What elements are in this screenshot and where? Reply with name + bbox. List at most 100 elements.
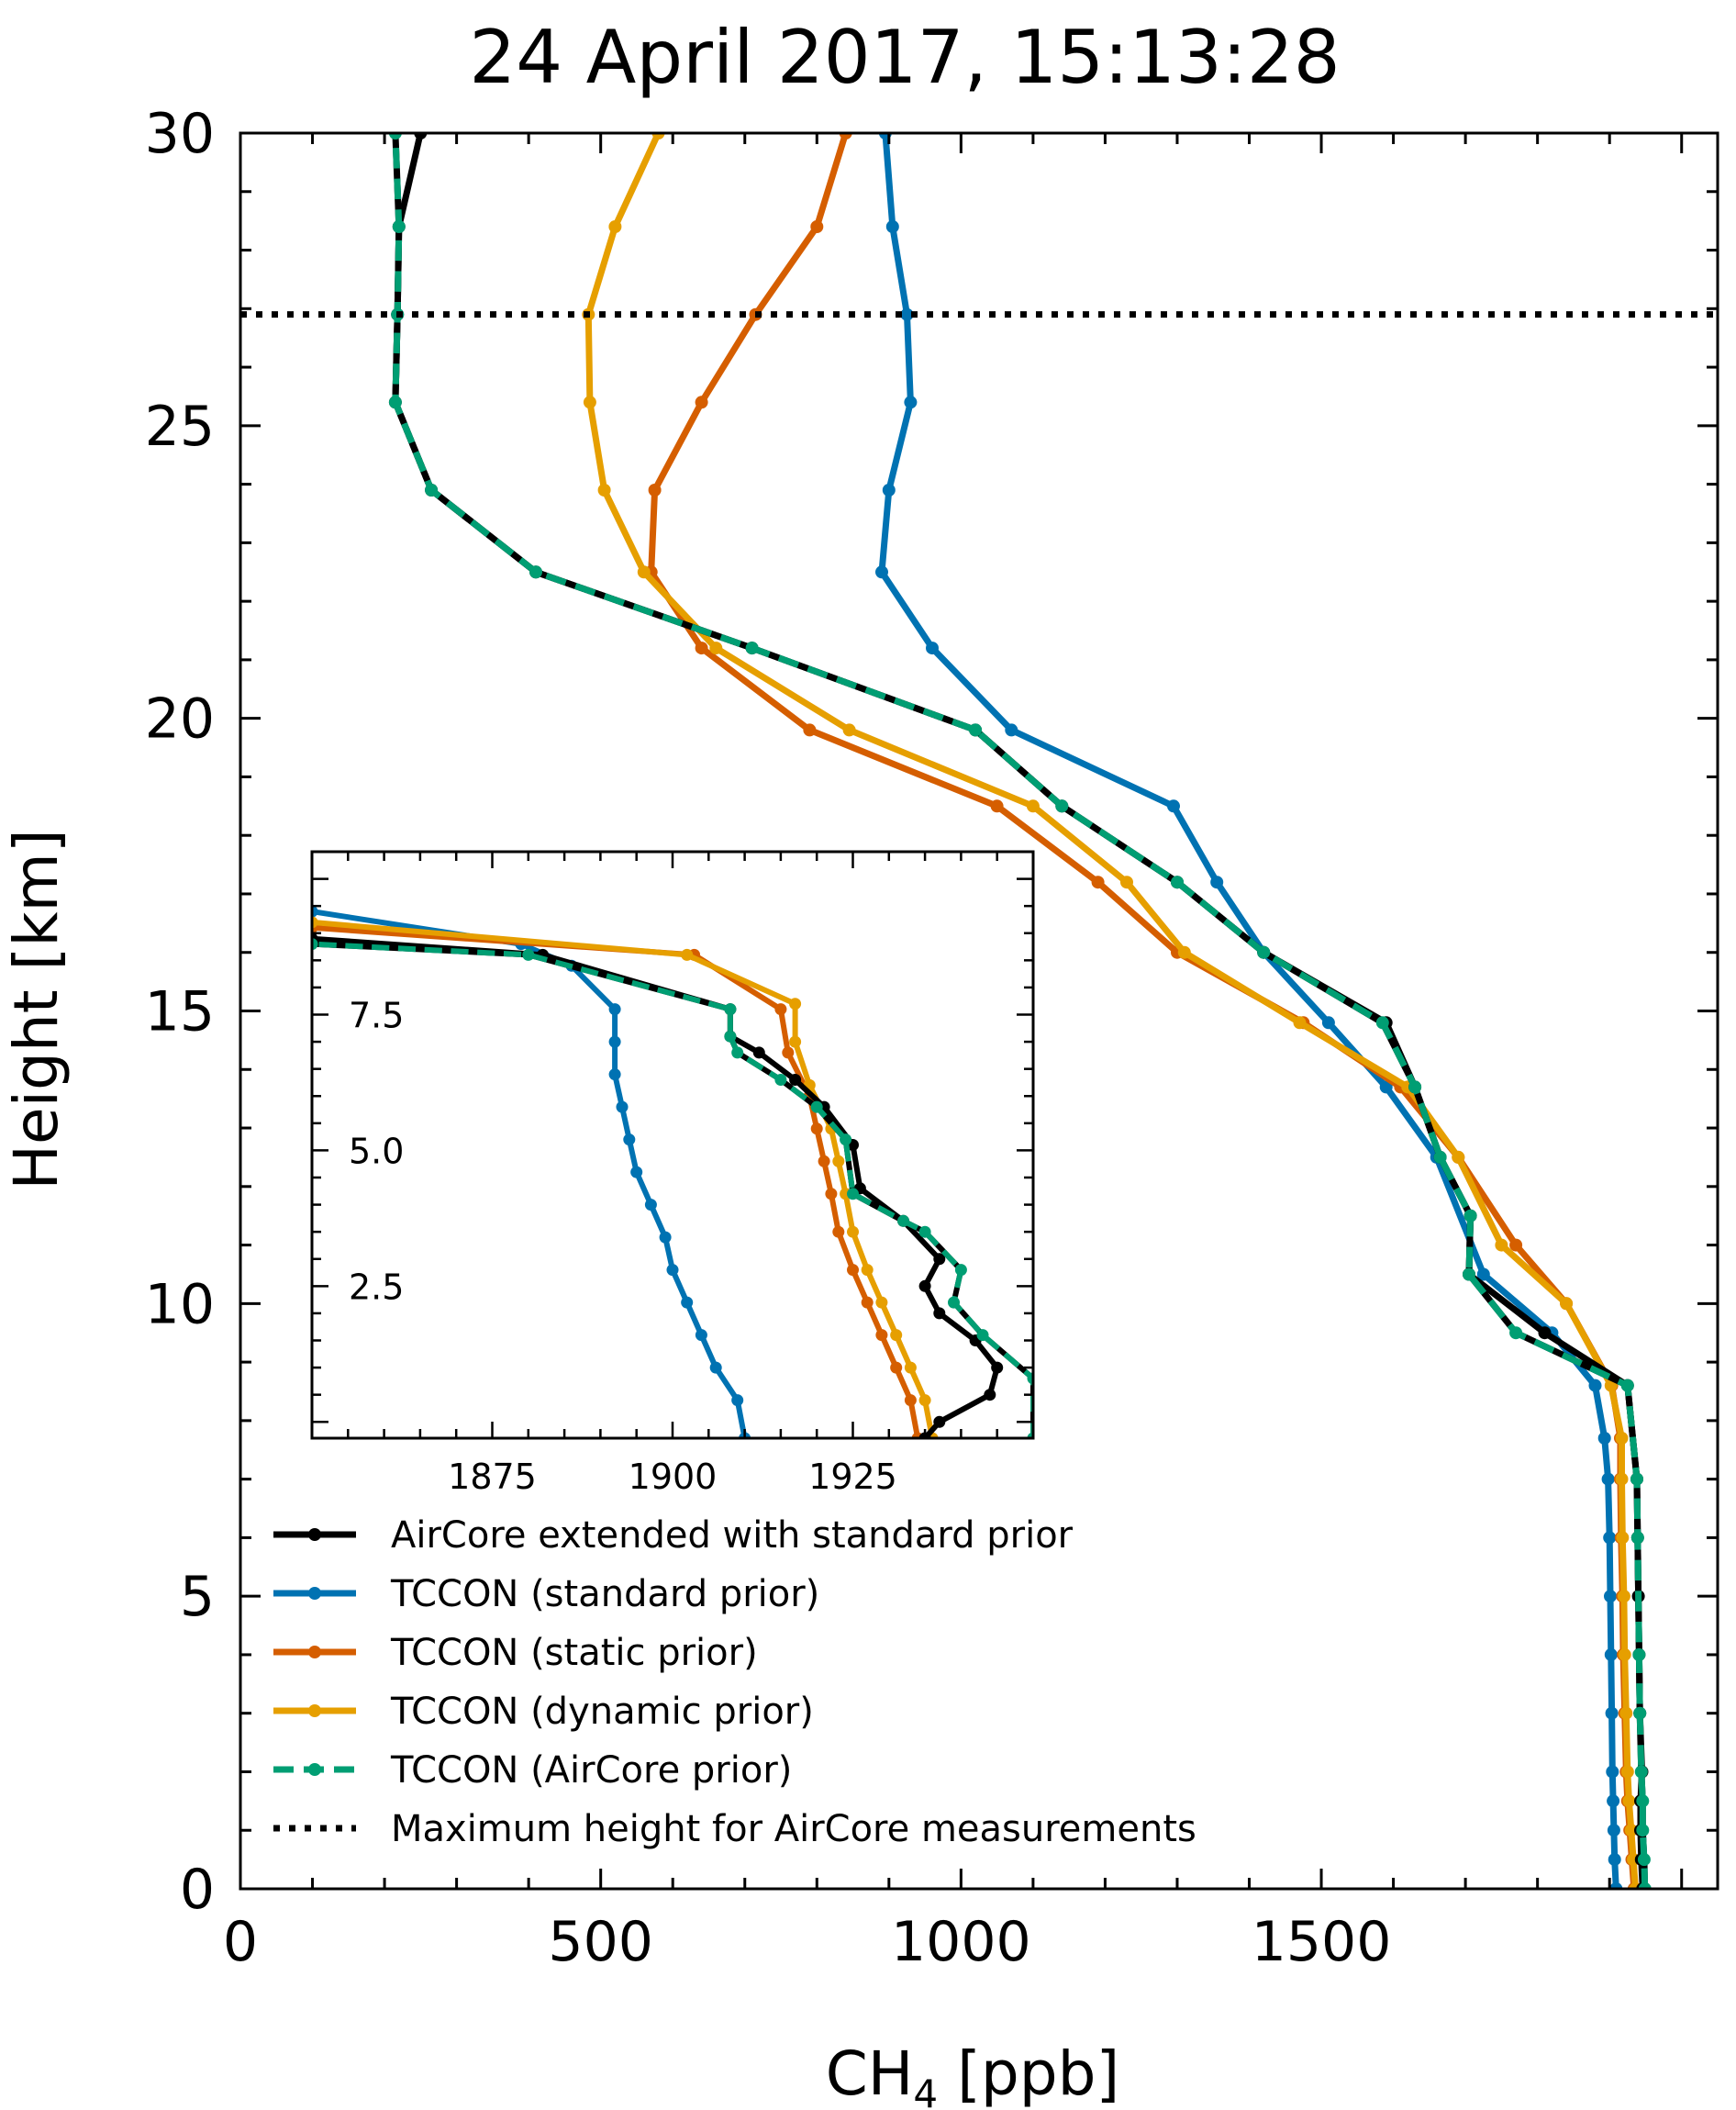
series-standard-point xyxy=(1005,723,1018,737)
legend-marker-aircore_prior xyxy=(308,1763,321,1776)
series-dynamic-point xyxy=(597,484,611,497)
legend-item-standard: TCCON (standard prior) xyxy=(273,1573,819,1615)
inset-series-aircore_prior-point xyxy=(312,938,318,951)
series-aircore_prior-point xyxy=(969,723,983,737)
legend-item-dynamic: TCCON (dynamic prior) xyxy=(273,1691,814,1733)
series-dynamic-point xyxy=(1619,1706,1633,1720)
series-dynamic-point xyxy=(1177,945,1191,959)
inset-series-aircore_prior-point xyxy=(976,1329,989,1342)
series-dynamic-point xyxy=(709,642,723,655)
inset-series-aircore_prior-point xyxy=(1027,1372,1033,1385)
inset-x-tick-label: 1900 xyxy=(629,1457,718,1497)
series-standard-point xyxy=(1167,799,1180,813)
series-standard-point xyxy=(1604,1647,1618,1661)
legend-marker-standard xyxy=(308,1587,321,1600)
legend-item-aircore_prior: TCCON (AirCore prior) xyxy=(273,1749,792,1792)
series-static-point xyxy=(1509,1238,1523,1252)
legend-marker-dynamic xyxy=(308,1704,321,1717)
series-dynamic-point xyxy=(1120,876,1133,889)
inset-series-standard-point xyxy=(644,1199,657,1211)
series-aircore_prior-point xyxy=(1055,799,1069,813)
inset-series-standard-point xyxy=(608,1003,621,1016)
series-aircore_prior-point xyxy=(1630,1472,1643,1486)
inset-background xyxy=(312,852,1033,1438)
series-standard-point xyxy=(1588,1379,1602,1392)
inset-series-standard-point xyxy=(681,1296,694,1309)
legend-item-aircore: AirCore extended with standard prior xyxy=(273,1514,1074,1557)
inset-series-dynamic-point xyxy=(890,1329,903,1342)
chart-title: 24 April 2017, 15:13:28 xyxy=(469,15,1340,100)
series-aircore-point xyxy=(414,133,428,140)
inset-series-aircore-point xyxy=(918,1279,931,1292)
legend-label-aircore_prior: TCCON (AirCore prior) xyxy=(390,1749,792,1792)
series-static-point xyxy=(648,484,662,497)
series-aircore_prior-point xyxy=(1632,1647,1646,1661)
inset-series-dynamic-point xyxy=(847,1225,859,1238)
inset-series-aircore_prior-point xyxy=(724,1030,737,1043)
inset-series-dynamic-point xyxy=(789,1035,802,1048)
legend-item-maxheight: Maximum height for AirCore measurements xyxy=(273,1808,1196,1850)
inset-series-static-point xyxy=(782,1046,795,1059)
series-standard-point xyxy=(926,642,939,655)
series-standard-point xyxy=(1321,1016,1335,1030)
series-standard-point xyxy=(1597,1432,1611,1445)
x-axis-label: CH4 [ppb] xyxy=(826,2038,1120,2110)
series-dynamic-point xyxy=(1560,1297,1574,1311)
series-standard-point xyxy=(1609,1882,1623,1889)
inset-x-tick-label: 1925 xyxy=(808,1457,897,1497)
inset-series-aircore_prior-point xyxy=(724,1003,737,1016)
legend-label-static: TCCON (static prior) xyxy=(390,1632,758,1674)
series-dynamic-point xyxy=(1615,1432,1629,1445)
y-axis-label: Height [km] xyxy=(1,829,72,1189)
inset-series-standard-point xyxy=(731,1394,744,1407)
series-dynamic-point xyxy=(842,723,856,737)
inset-series-standard-point xyxy=(623,1133,636,1146)
series-standard-point xyxy=(900,307,914,321)
series-dynamic-point xyxy=(1624,1824,1638,1837)
inset-series-dynamic-point xyxy=(789,998,802,1010)
legend: AirCore extended with standard prior TCCO… xyxy=(273,1514,1196,1850)
inset-series-aircore_prior-point xyxy=(918,1225,931,1238)
inset-series-dynamic-point xyxy=(681,948,694,961)
series-dynamic-point xyxy=(1026,799,1040,813)
legend-label-aircore: AirCore extended with standard prior xyxy=(391,1514,1074,1557)
inset-series-aircore_prior-line xyxy=(312,941,1033,1438)
inset-y-tick-label: 5.0 xyxy=(349,1131,404,1171)
inset-series-aircore-point xyxy=(991,1361,1004,1374)
legend-label-dynamic: TCCON (dynamic prior) xyxy=(390,1691,814,1733)
main-axis-ticks: 0 500 1000 1500 0 5 10 15 20 25 30 xyxy=(145,102,1718,1974)
series-aircore_prior-point xyxy=(1620,1379,1634,1392)
y-tick-label: 5 xyxy=(180,1565,215,1629)
series-aircore_prior-point xyxy=(1634,1765,1648,1779)
series-static-point xyxy=(695,396,708,409)
inset-series-static-point xyxy=(774,1003,787,1016)
series-aircore_prior-point xyxy=(1463,1267,1475,1281)
x-axis-label-unit: [ppb] xyxy=(938,2038,1119,2109)
series-standard-point xyxy=(1601,1472,1615,1486)
series-aircore_prior-point xyxy=(1633,1706,1647,1720)
inset-series-standard-point xyxy=(709,1361,722,1374)
inset-series-aircore-point xyxy=(933,1307,946,1320)
inset-series-static-point xyxy=(832,1225,845,1238)
series-aircore_prior-point xyxy=(388,133,402,140)
series-aircore_prior-point xyxy=(1636,1824,1650,1837)
x-tick-label: 1000 xyxy=(891,1910,1031,1974)
inset-series-dynamic-point xyxy=(832,1155,845,1167)
x-axis-label-main: CH xyxy=(826,2038,914,2109)
series-standard-point xyxy=(882,484,896,497)
inset-series-static-point xyxy=(861,1296,874,1309)
legend-marker-static xyxy=(308,1646,321,1658)
series-aircore_prior-point xyxy=(1375,1016,1389,1030)
inset-series-aircore-point xyxy=(752,1046,765,1059)
series-dynamic-point xyxy=(608,220,622,233)
series-static-point xyxy=(990,799,1004,813)
inset-series-standard-point xyxy=(630,1166,643,1178)
y-tick-label: 10 xyxy=(145,1272,215,1336)
inset-x-tick-label: 1875 xyxy=(448,1457,537,1497)
series-aircore_prior-point xyxy=(1408,1080,1422,1094)
series-static-point xyxy=(810,220,824,233)
series-dynamic-point xyxy=(1620,1765,1634,1779)
inset-series-aircore-point xyxy=(933,1253,946,1266)
inset-series-static-point xyxy=(825,1188,838,1200)
inset-series-aircore_prior-point xyxy=(847,1188,859,1200)
